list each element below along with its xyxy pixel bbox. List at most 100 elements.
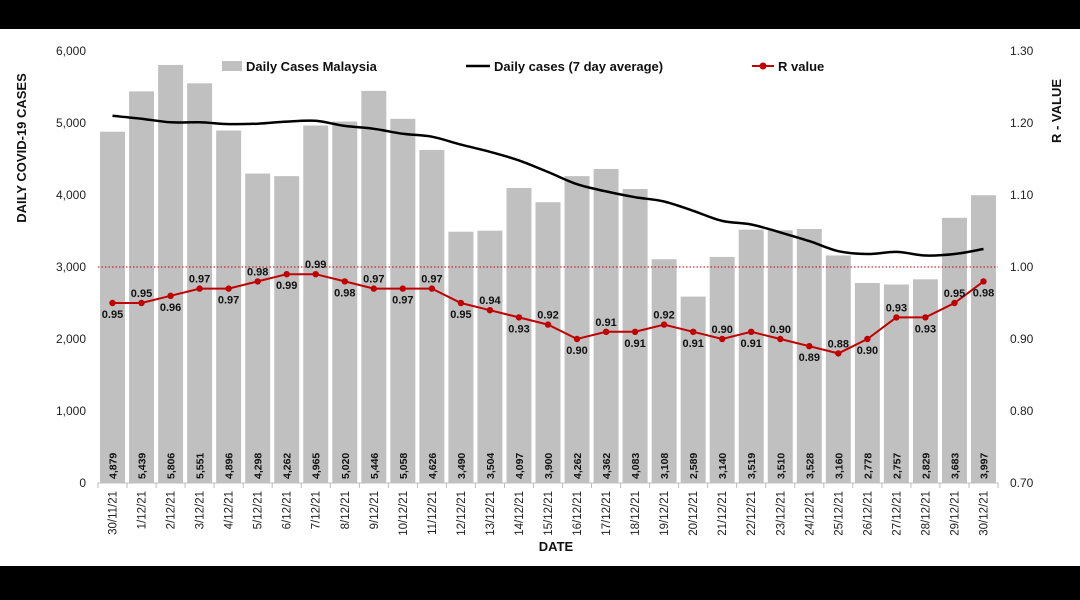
r-value-point bbox=[835, 350, 842, 357]
x-tick-label: 2/12/21 bbox=[166, 491, 178, 529]
x-axis-ticks: 30/11/21 1/12/21 2/12/21 3/12/21 4/12/21 5/12… bbox=[97, 483, 999, 536]
bar bbox=[129, 91, 155, 483]
r-value-point bbox=[690, 328, 697, 335]
r-value-point bbox=[341, 278, 348, 285]
r-value-point bbox=[777, 335, 784, 343]
bar-value-label: 5,551 bbox=[195, 453, 207, 479]
r-value-point bbox=[486, 307, 494, 314]
r-value-label: 0.91 bbox=[682, 338, 703, 350]
bar-value-label: 3,140 bbox=[717, 453, 729, 479]
r-value-label: 0.95 bbox=[944, 288, 965, 300]
y2-tick-label: 0.90 bbox=[1010, 332, 1034, 346]
x-tick-label: 10/12/21 bbox=[398, 491, 410, 536]
legend: Daily Cases Malaysia Daily cases (7 day … bbox=[222, 59, 824, 74]
y2-tick-label: 1.30 bbox=[1010, 44, 1034, 58]
x-tick-label: 19/12/21 bbox=[659, 491, 671, 536]
bar bbox=[187, 83, 213, 483]
r-value-label: 0.90 bbox=[857, 345, 878, 357]
legend-label-r: R value bbox=[778, 59, 824, 74]
y2-tick-label: 0.70 bbox=[1010, 476, 1034, 490]
r-value-label: 0.98 bbox=[973, 287, 994, 299]
r-value-point bbox=[748, 328, 755, 335]
bar bbox=[941, 217, 967, 483]
bar bbox=[971, 195, 996, 483]
bar bbox=[825, 255, 851, 483]
y2-tick-label: 1.20 bbox=[1010, 116, 1034, 130]
bar bbox=[709, 256, 735, 483]
x-tick-label: 18/12/21 bbox=[630, 491, 642, 536]
bar-value-label: 2,589 bbox=[688, 453, 700, 479]
bar-value-label: 4,362 bbox=[601, 453, 613, 479]
r-value-point bbox=[312, 271, 319, 278]
r-value-line-group bbox=[109, 271, 987, 357]
r-value-point bbox=[428, 285, 436, 292]
bar-value-label: 5,806 bbox=[166, 453, 178, 479]
bar-value-label: 4,965 bbox=[311, 453, 323, 479]
x-tick-label: 28/12/21 bbox=[920, 491, 932, 536]
x-tick-label: 12/12/21 bbox=[456, 491, 468, 536]
y2-axis-ticks: 0.70 0.80 0.90 1.00 1.10 1.20 1.30 bbox=[1010, 44, 1034, 490]
x-tick-label: 23/12/21 bbox=[775, 491, 787, 536]
bar-value-label: 4,298 bbox=[253, 453, 265, 479]
y-tick-label: 6,000 bbox=[56, 44, 86, 58]
r-label-group: 0.95 0.95 0.96 0.97 0.97 0.98 0.99 0.99 0.98 0.97… bbox=[102, 259, 994, 364]
bar-value-label: 3,108 bbox=[659, 453, 671, 479]
x-tick-label: 14/12/21 bbox=[514, 491, 526, 536]
x-tick-label: 8/12/21 bbox=[340, 491, 352, 529]
r-value-point bbox=[864, 335, 871, 343]
r-value-point bbox=[109, 299, 116, 307]
bar bbox=[100, 131, 125, 483]
r-value-label: 0.95 bbox=[131, 288, 152, 300]
bar-value-label: 5,439 bbox=[137, 453, 149, 479]
bar-value-label: 2,778 bbox=[862, 453, 874, 479]
y2-tick-label: 1.00 bbox=[1010, 260, 1034, 274]
y-axis-ticks: 0 1,000 2,000 3,000 4,000 5,000 6,000 bbox=[56, 44, 86, 490]
r-value-label: 0.97 bbox=[392, 295, 413, 307]
x-axis-title: DATE bbox=[539, 539, 574, 554]
r-value-point bbox=[660, 321, 668, 328]
bar-value-label: 4,083 bbox=[630, 453, 642, 479]
bar bbox=[738, 229, 764, 483]
bar-value-label: 3,160 bbox=[833, 453, 845, 479]
x-tick-label: 9/12/21 bbox=[369, 491, 381, 529]
r-value-label: 0.95 bbox=[102, 309, 123, 321]
bar bbox=[216, 130, 242, 483]
r-value-point bbox=[225, 285, 232, 292]
x-tick-label: 7/12/21 bbox=[311, 491, 323, 529]
bar-value-label: 2,829 bbox=[920, 453, 932, 479]
r-value-label: 0.92 bbox=[537, 310, 558, 322]
x-tick-label: 4/12/21 bbox=[224, 491, 236, 529]
y-axis-title: DAILY COVID-19 CASES bbox=[14, 73, 29, 223]
x-tick-label: 11/12/21 bbox=[427, 491, 439, 535]
r-value-point bbox=[254, 278, 261, 285]
bar bbox=[419, 149, 445, 483]
r-value-point bbox=[573, 335, 581, 343]
r-value-point bbox=[980, 278, 987, 285]
chart-panel: 4,879 5,439 5,806 5,551 4,896 4,298 4,262 4,965… bbox=[0, 29, 1080, 566]
x-tick-label: 21/12/21 bbox=[717, 491, 729, 536]
r-value-point bbox=[719, 335, 726, 343]
bar-value-label: 4,626 bbox=[427, 453, 439, 479]
bar bbox=[767, 230, 793, 483]
average-line bbox=[112, 114, 984, 257]
r-value-point bbox=[196, 285, 203, 292]
bar-value-label: 3,519 bbox=[746, 453, 758, 479]
r-value-label: 0.91 bbox=[595, 317, 616, 329]
bar bbox=[245, 173, 271, 484]
r-value-label: 0.98 bbox=[247, 266, 268, 278]
y-tick-label: 2,000 bbox=[56, 332, 86, 346]
r-value-label: 0.96 bbox=[160, 302, 181, 314]
x-tick-label: 16/12/21 bbox=[572, 491, 584, 536]
bar bbox=[593, 168, 619, 483]
bar-label-group: 4,879 5,439 5,806 5,551 4,896 4,298 4,262 4,965… bbox=[108, 453, 991, 479]
r-value-label: 0.89 bbox=[799, 352, 820, 364]
y2-axis-title: R - VALUE bbox=[1049, 79, 1064, 143]
r-value-point bbox=[138, 299, 145, 307]
y-tick-label: 5,000 bbox=[56, 116, 86, 130]
legend-label-average: Daily cases (7 day average) bbox=[494, 59, 663, 74]
r-value-point bbox=[806, 343, 813, 350]
r-value-point bbox=[893, 314, 900, 321]
r-value-label: 0.97 bbox=[363, 274, 384, 286]
r-value-label: 0.92 bbox=[653, 310, 674, 322]
r-value-point bbox=[515, 314, 523, 321]
